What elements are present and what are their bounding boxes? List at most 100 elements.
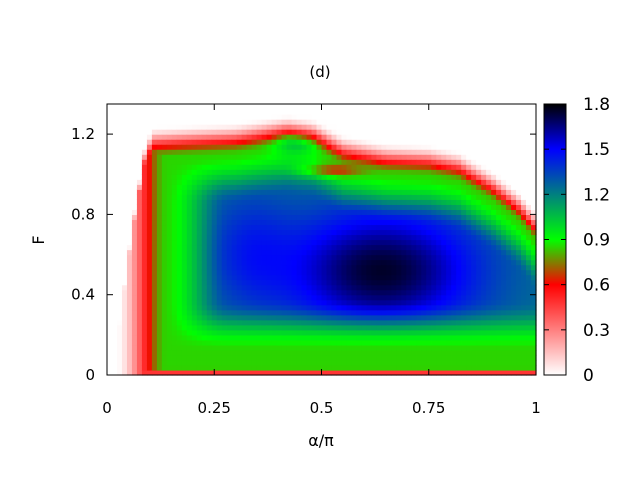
- heatmap-cell: [411, 259, 417, 266]
- heatmap-cell: [186, 169, 193, 175]
- heatmap-cell: [201, 179, 208, 185]
- heatmap-cell: [241, 169, 248, 175]
- heatmap-cell: [156, 154, 163, 160]
- heatmap-cell: [326, 204, 333, 210]
- heatmap-cell: [156, 114, 163, 120]
- heatmap-cell: [191, 199, 198, 205]
- heatmap-cell: [421, 304, 427, 311]
- heatmap-cell: [411, 359, 417, 366]
- heatmap-cell: [501, 174, 507, 180]
- heatmap-cell: [181, 254, 188, 261]
- heatmap-cell: [396, 119, 402, 125]
- heatmap-cell: [166, 284, 173, 291]
- heatmap-cell: [271, 124, 278, 130]
- heatmap-cell: [256, 299, 263, 306]
- heatmap-cell: [201, 169, 208, 175]
- heatmap-cell: [141, 249, 148, 256]
- heatmap-cell: [236, 209, 243, 216]
- heatmap-cell: [171, 119, 178, 125]
- heatmap-cell: [371, 349, 377, 356]
- heatmap-cell: [146, 139, 153, 145]
- heatmap-cell: [516, 154, 522, 160]
- heatmap-cell: [126, 299, 133, 306]
- heatmap-cell: [331, 229, 338, 236]
- heatmap-cell: [341, 169, 348, 175]
- heatmap-cell: [321, 219, 328, 226]
- heatmap-cell: [206, 104, 213, 110]
- heatmap-cell: [171, 129, 178, 135]
- heatmap-cell: [496, 144, 502, 150]
- heatmap-cell: [261, 299, 268, 306]
- heatmap-cell: [251, 119, 258, 125]
- heatmap-cell: [221, 229, 228, 236]
- heatmap-cell: [251, 129, 258, 135]
- heatmap-cell: [521, 214, 527, 221]
- heatmap-cell: [191, 284, 198, 291]
- heatmap-cell: [391, 174, 397, 180]
- heatmap-cell: [236, 249, 243, 256]
- heatmap-cell: [291, 329, 298, 336]
- heatmap-cell: [321, 284, 328, 291]
- heatmap-cell: [316, 129, 323, 135]
- heatmap-cell: [321, 294, 328, 301]
- heatmap-cell: [331, 304, 338, 311]
- heatmap-cell: [371, 144, 377, 150]
- heatmap-cell: [481, 204, 487, 210]
- heatmap-cell: [496, 254, 502, 261]
- heatmap-cell: [511, 299, 517, 306]
- heatmap-cell: [341, 194, 348, 200]
- heatmap-cell: [471, 199, 477, 205]
- heatmap-cell: [111, 309, 118, 316]
- heatmap-cell: [286, 109, 293, 115]
- heatmap-cell: [521, 289, 527, 296]
- heatmap-cell: [396, 344, 402, 351]
- heatmap-cell: [521, 349, 527, 356]
- heatmap-cell: [386, 289, 392, 296]
- heatmap-cell: [371, 224, 377, 231]
- heatmap-cell: [441, 124, 447, 130]
- heatmap-cell: [291, 279, 298, 286]
- heatmap-cell: [296, 369, 303, 376]
- heatmap-cell: [296, 269, 303, 276]
- heatmap-cell: [351, 229, 358, 236]
- heatmap-cell: [111, 124, 118, 130]
- heatmap-cell: [371, 359, 377, 366]
- heatmap-cell: [276, 349, 283, 356]
- heatmap-cell: [336, 264, 343, 271]
- heatmap-cell: [151, 209, 158, 216]
- heatmap-cell: [511, 239, 517, 246]
- heatmap-cell: [296, 164, 303, 170]
- heatmap-cell: [341, 309, 348, 316]
- heatmap-cell: [196, 139, 203, 145]
- heatmap-cell: [356, 104, 363, 110]
- heatmap-cell: [331, 179, 338, 185]
- heatmap-cell: [496, 274, 502, 281]
- heatmap-cell: [151, 344, 158, 351]
- heatmap-cell: [481, 274, 487, 281]
- heatmap-cell: [486, 339, 492, 346]
- heatmap-cell: [491, 204, 497, 210]
- heatmap-cell: [216, 339, 223, 346]
- heatmap-cell: [316, 254, 323, 261]
- heatmap-cell: [166, 229, 173, 236]
- heatmap-cell: [356, 349, 363, 356]
- heatmap-cell: [266, 194, 273, 200]
- heatmap-cell: [516, 209, 522, 216]
- heatmap-cell: [321, 304, 328, 311]
- heatmap-cell: [401, 134, 407, 140]
- heatmap-cell: [406, 254, 412, 261]
- heatmap-cell: [526, 224, 532, 231]
- heatmap-cell: [341, 149, 348, 155]
- heatmap-cell: [396, 274, 402, 281]
- heatmap-cell: [216, 269, 223, 276]
- heatmap-cell: [516, 349, 522, 356]
- heatmap-cell: [381, 164, 387, 170]
- heatmap-cell: [291, 204, 298, 210]
- heatmap-cell: [321, 254, 328, 261]
- heatmap-cell: [526, 264, 532, 271]
- heatmap-cell: [371, 204, 377, 210]
- heatmap-cell: [356, 334, 363, 341]
- heatmap-cell: [226, 324, 233, 331]
- heatmap-cell: [221, 159, 228, 165]
- heatmap-cell: [116, 294, 123, 301]
